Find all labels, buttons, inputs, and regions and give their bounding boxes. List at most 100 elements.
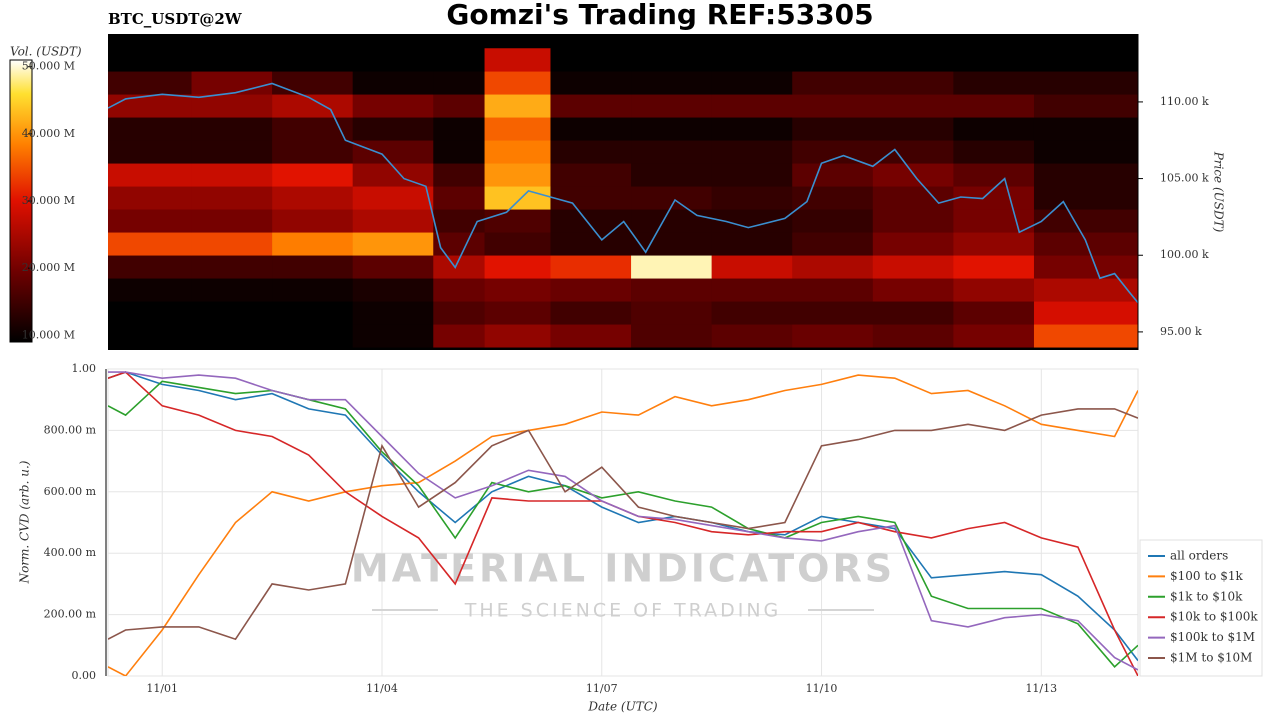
heatmap-cell (550, 140, 632, 164)
heatmap-cell (272, 71, 353, 95)
heatmap-cell (433, 255, 485, 279)
heatmap-cell (191, 48, 273, 72)
heatmap-cell (433, 71, 485, 95)
heatmap-cell (272, 209, 353, 233)
heatmap-cell (272, 140, 353, 164)
colorbar-tick-label: 20.000 M (22, 261, 75, 274)
y-tick-label: 800.00 m (44, 423, 97, 436)
heatmap-cell (872, 94, 954, 118)
heatmap-cell (711, 71, 793, 95)
heatmap-cell (484, 209, 551, 233)
x-tick-label: 11/13 (1025, 682, 1057, 695)
heatmap-cell (108, 232, 192, 256)
heatmap-cell (352, 278, 434, 302)
y-tick-label: 0.00 (72, 669, 97, 682)
heatmap-cell (352, 48, 434, 72)
heatmap-cell (711, 324, 793, 348)
grid-layer (108, 368, 1138, 677)
heatmap-cell (1033, 255, 1138, 279)
heatmap-cell (272, 48, 353, 72)
heatmap-cell (433, 209, 485, 233)
heatmap-cell (108, 186, 192, 210)
heatmap-cell (631, 48, 712, 72)
heatmap-cell (484, 324, 551, 348)
heatmap-cell (433, 163, 485, 187)
heatmap-cell (433, 278, 485, 302)
heatmap-cell (108, 324, 192, 348)
chart-title: Gomzi's Trading REF:53305 (446, 0, 873, 31)
heatmap-layer (108, 48, 1138, 348)
heatmap-cell (631, 278, 712, 302)
heatmap-cell (191, 71, 273, 95)
watermark-text: THE SCIENCE OF TRADING (464, 600, 782, 622)
heatmap-cell (1033, 48, 1138, 72)
heatmap-cell (872, 255, 954, 279)
heatmap-cell (191, 232, 273, 256)
cvd-line (108, 408, 1138, 641)
y-tick-label: 200.00 m (44, 608, 97, 621)
legend-label: all orders (1170, 549, 1228, 563)
heatmap-cell (792, 232, 874, 256)
heatmap-cell (792, 255, 874, 279)
heatmap-cell (1033, 301, 1138, 325)
legend-label: $10k to $100k (1170, 610, 1258, 624)
heatmap-cell (631, 324, 712, 348)
legend-label: $1M to $10M (1170, 651, 1252, 665)
heatmap-cell (631, 163, 712, 187)
heatmap-cell (711, 48, 793, 72)
heatmap-cell (352, 71, 434, 95)
heatmap-cell (484, 163, 551, 187)
heatmap-cell (792, 209, 874, 233)
heatmap-cell (1033, 209, 1138, 233)
heatmap-cell (108, 94, 192, 118)
cvd-line (108, 371, 1138, 662)
heatmap-cell (872, 232, 954, 256)
heatmap-cell (792, 186, 874, 210)
heatmap-cell (272, 255, 353, 279)
heatmap-cell (352, 255, 434, 279)
heatmap-cell (191, 163, 273, 187)
heatmap-cell (792, 140, 874, 164)
watermark-text: MATERIAL INDICATORS (351, 547, 895, 591)
heatmap-cell (711, 163, 793, 187)
heatmap-cell (191, 324, 273, 348)
heatmap-cell (953, 301, 1035, 325)
colorbar-tick-label: 30.000 M (22, 194, 75, 207)
heatmap-cell (711, 232, 793, 256)
heatmap-cell (108, 255, 192, 279)
x-tick-label: 11/10 (806, 682, 838, 695)
heatmap-cell (108, 71, 192, 95)
heatmap-cell (484, 232, 551, 256)
heatmap-cell (953, 94, 1035, 118)
y-axis-label: Price (USDT) (1212, 151, 1226, 233)
heatmap-cell (272, 163, 353, 187)
y-axis-label: Norm. CVD (arb. u.) (18, 460, 32, 584)
heatmap-cell (792, 324, 874, 348)
heatmap-cell (711, 140, 793, 164)
heatmap-cell (872, 278, 954, 302)
heatmap-cell (352, 186, 434, 210)
heatmap-cell (484, 186, 551, 210)
legend-label: $1k to $10k (1170, 589, 1243, 603)
heatmap-cell (792, 278, 874, 302)
heatmap-cell (108, 163, 192, 187)
heatmap-cell (550, 209, 632, 233)
heatmap-cell (352, 209, 434, 233)
cvd-line (108, 380, 1138, 668)
heatmap-cell (1033, 140, 1138, 164)
heatmap-cell (872, 186, 954, 210)
heatmap-cell (953, 209, 1035, 233)
heatmap-cell (1033, 117, 1138, 141)
heatmap-cell (550, 94, 632, 118)
heatmap-cell (272, 301, 353, 325)
legend (1139, 539, 1263, 677)
heatmap-cell (433, 232, 485, 256)
heatmap-cell (792, 301, 874, 325)
heatmap-cell (953, 71, 1035, 95)
heatmap-cell (191, 94, 273, 118)
heatmap-cell (108, 301, 192, 325)
heatmap-cell (711, 94, 793, 118)
heatmap-cell (711, 301, 793, 325)
heatmap-cell (550, 301, 632, 325)
